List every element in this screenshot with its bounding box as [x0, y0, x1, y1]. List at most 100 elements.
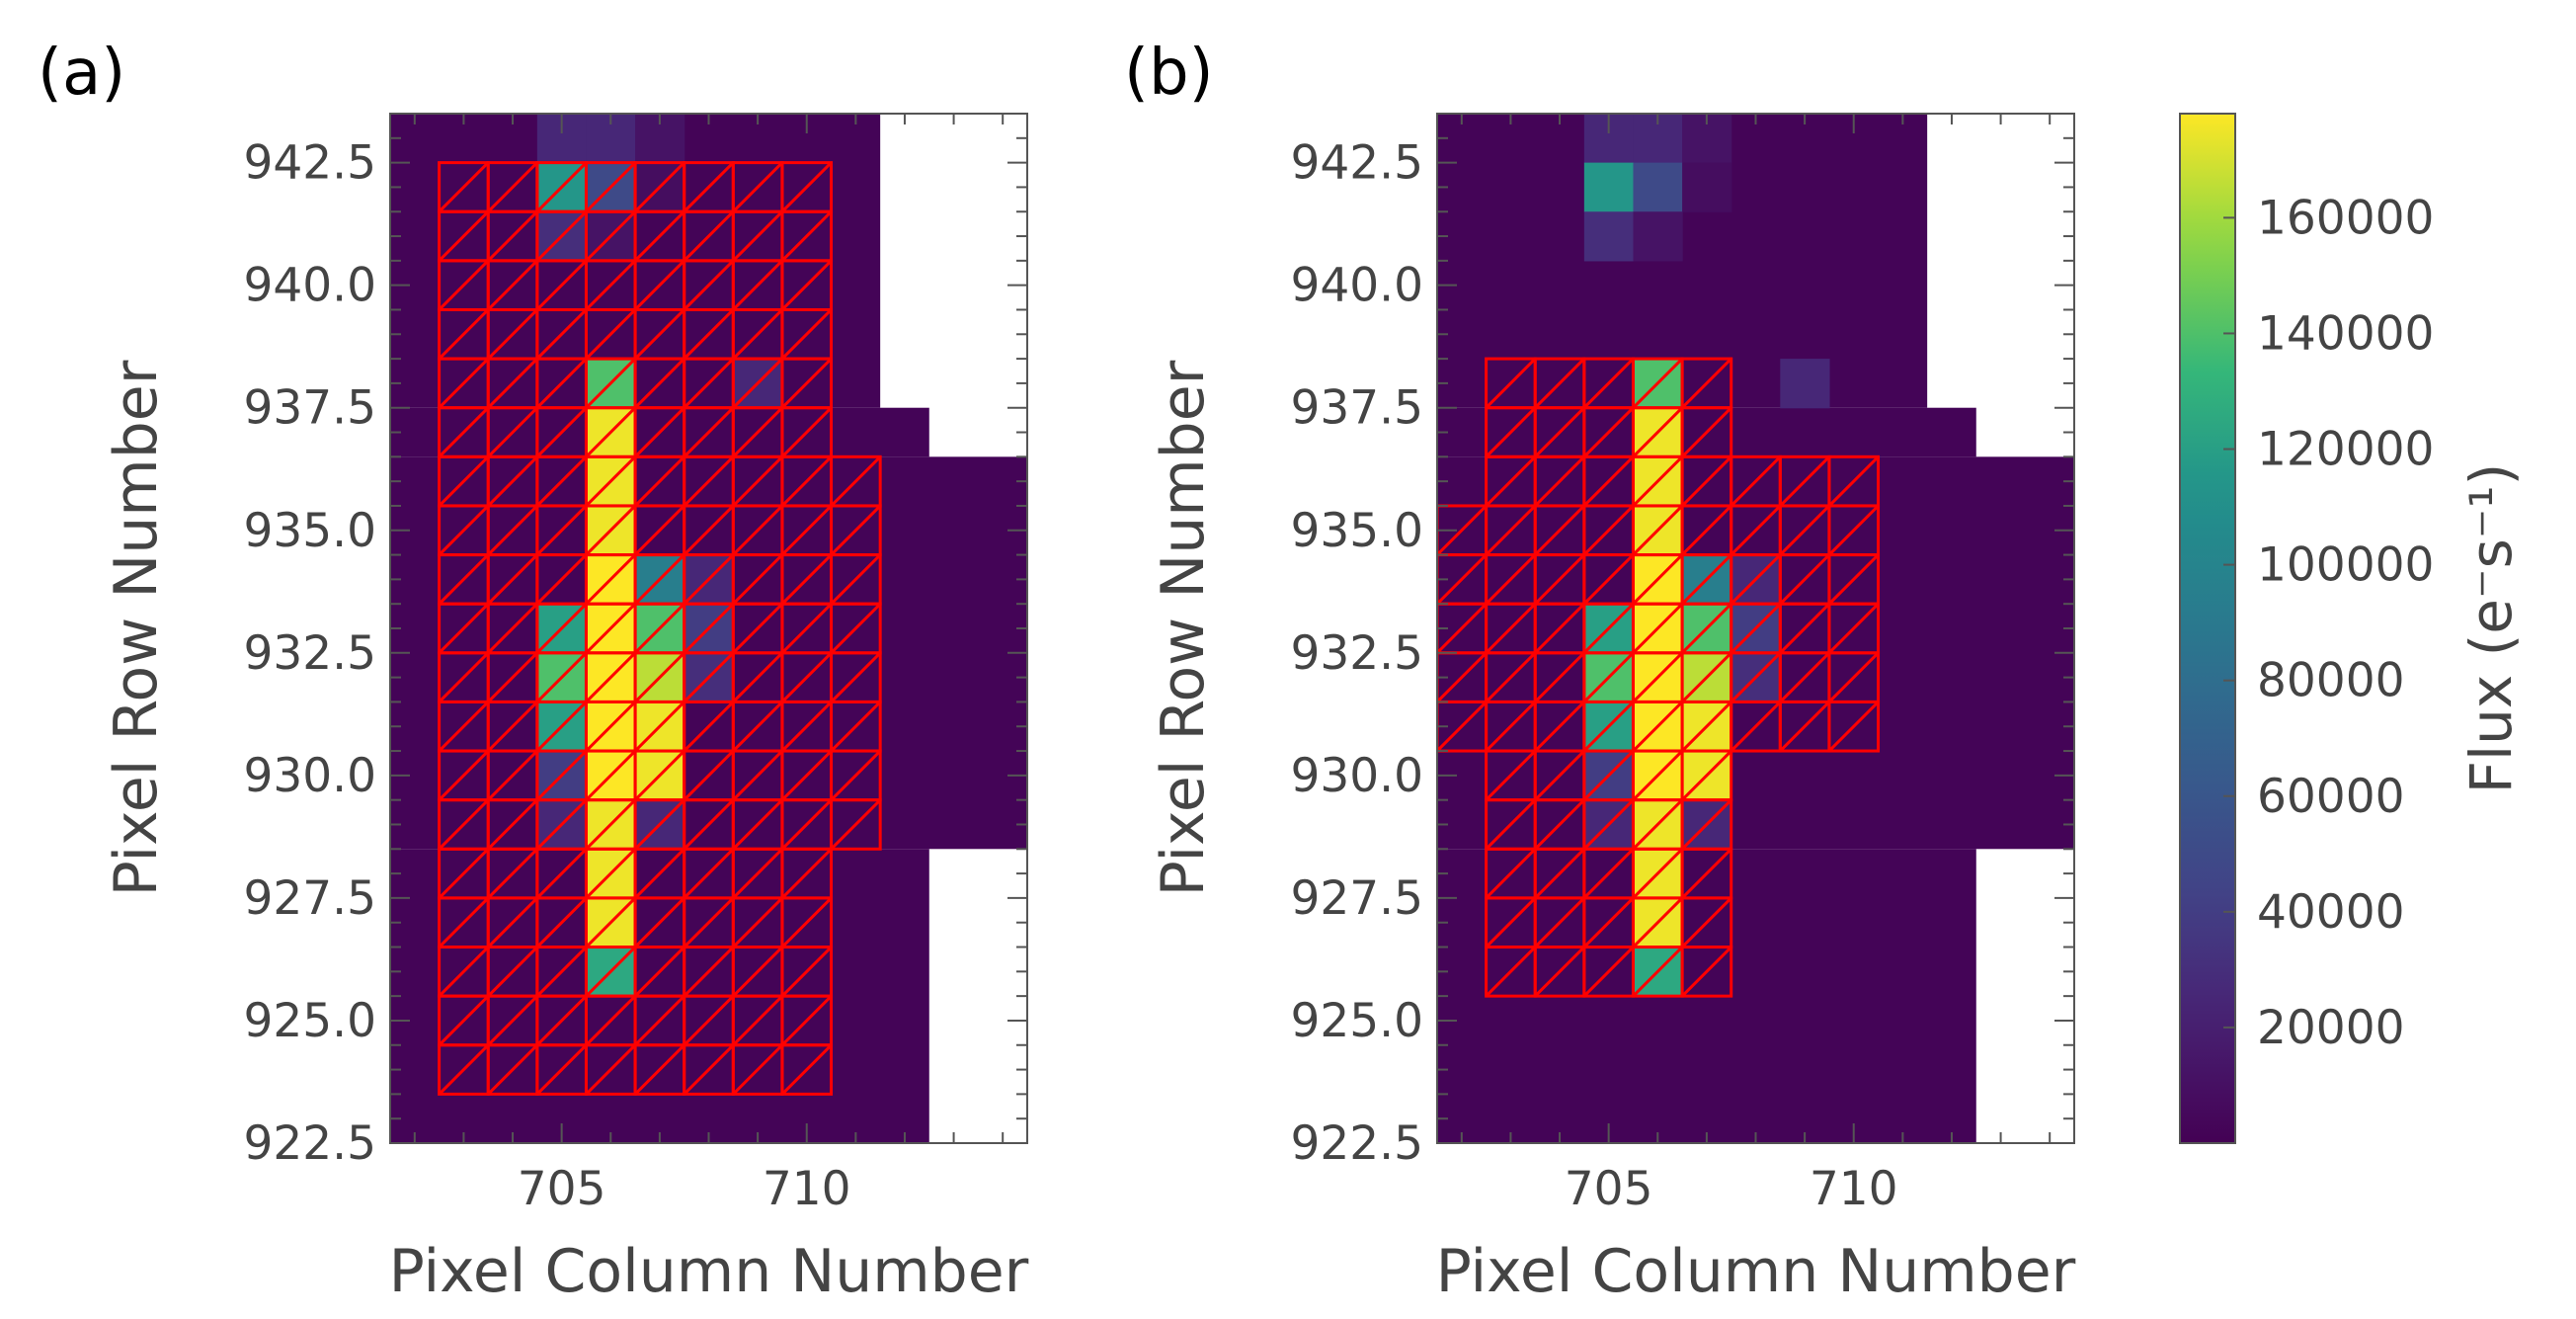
- aperture-hatch: [585, 161, 637, 213]
- aperture-hatch: [535, 896, 588, 948]
- aperture-hatch: [634, 603, 685, 654]
- aperture-hatch: [585, 553, 637, 606]
- aperture-hatch: [438, 946, 490, 998]
- aperture-hatch: [585, 848, 637, 899]
- aperture-hatch: [830, 603, 882, 654]
- x-axis-label: Pixel Column Number: [389, 1237, 1029, 1306]
- aperture-hatch: [1582, 701, 1635, 753]
- aperture-hatch: [1632, 504, 1684, 556]
- aperture-hatch: [585, 358, 637, 409]
- y-tick-label: 937.5: [1290, 381, 1423, 436]
- aperture-hatch: [438, 210, 490, 262]
- aperture-hatch: [780, 749, 833, 801]
- y-tick-label: 942.5: [1290, 136, 1423, 191]
- colorbar-tick-label: 140000: [2257, 306, 2434, 361]
- aperture-hatch: [683, 210, 735, 262]
- aperture-hatch: [634, 308, 685, 361]
- flux-pixel: [1583, 162, 1635, 212]
- aperture-hatch: [585, 455, 637, 508]
- panel-b: 705 710 922.5 925.0 927.5 930.0 932.5 935.0 937.…: [1124, 37, 2076, 1306]
- aperture-hatch: [487, 210, 538, 262]
- aperture-hatch: [1534, 455, 1585, 508]
- aperture-hatch: [1437, 701, 1488, 753]
- y-tick-label: 935.0: [243, 504, 376, 558]
- aperture-hatch: [1632, 701, 1684, 753]
- x-axis-label: Pixel Column Number: [1436, 1237, 2076, 1306]
- aperture-hatch: [1582, 896, 1635, 948]
- aperture-hatch: [1779, 701, 1830, 753]
- aperture-hatch: [535, 161, 588, 213]
- aperture-hatch: [1485, 358, 1537, 409]
- aperture-hatch: [634, 749, 685, 801]
- aperture-hatch: [1730, 455, 1782, 508]
- aperture-hatch: [1582, 848, 1635, 899]
- aperture-hatch: [1681, 749, 1732, 801]
- y-tick-label: 935.0: [1290, 504, 1423, 558]
- colorbar-tick-label: 80000: [2257, 654, 2405, 708]
- aperture-hatch: [780, 553, 833, 606]
- x-tick-label: 705: [1565, 1162, 1653, 1216]
- aperture-hatch: [1534, 406, 1585, 458]
- y-tick-label: 937.5: [243, 381, 376, 436]
- aperture-hatch: [683, 995, 735, 1046]
- aperture-hatch: [1437, 553, 1488, 606]
- aperture-hatch: [487, 1043, 538, 1096]
- aperture-hatch: [585, 259, 637, 311]
- aperture-hatch: [1681, 358, 1732, 409]
- y-tick-label: 940.0: [243, 259, 376, 313]
- aperture-hatch: [1582, 553, 1635, 606]
- colorbar-tick-label: 120000: [2257, 423, 2434, 477]
- aperture-hatch: [438, 603, 490, 654]
- aperture-hatch: [535, 798, 588, 851]
- aperture-hatch: [1485, 603, 1537, 654]
- aperture-hatch: [683, 1043, 735, 1096]
- aperture-pixel: [1437, 700, 1489, 753]
- aperture-hatch: [1582, 749, 1635, 801]
- aperture-hatch: [1681, 946, 1732, 998]
- aperture-hatch: [683, 701, 735, 753]
- aperture-hatch: [634, 455, 685, 508]
- aperture-hatch: [1827, 455, 1880, 508]
- aperture-hatch: [732, 455, 783, 508]
- aperture-hatch: [634, 995, 685, 1046]
- aperture-hatch: [634, 798, 685, 851]
- aperture-hatch: [830, 553, 882, 606]
- aperture-hatch: [732, 603, 783, 654]
- aperture-hatch: [780, 161, 833, 213]
- aperture-hatch: [487, 455, 538, 508]
- plot-area: [390, 114, 1027, 1143]
- aperture-hatch: [732, 946, 783, 998]
- aperture-hatch: [732, 701, 783, 753]
- aperture-hatch: [780, 406, 833, 458]
- aperture-hatch: [780, 308, 833, 361]
- aperture-hatch: [1534, 603, 1585, 654]
- aperture-hatch: [634, 161, 685, 213]
- y-tick-label: 927.5: [1290, 871, 1423, 926]
- aperture-hatch: [487, 603, 538, 654]
- aperture-hatch: [585, 798, 637, 851]
- aperture-hatch: [585, 749, 637, 801]
- aperture-hatch: [1534, 701, 1585, 753]
- aperture-hatch: [1582, 406, 1635, 458]
- aperture-hatch: [1437, 603, 1488, 654]
- aperture-hatch: [438, 161, 490, 213]
- aperture-hatch: [1582, 455, 1635, 508]
- aperture-hatch: [585, 406, 637, 458]
- y-axis-label: Pixel Row Number: [102, 360, 171, 896]
- colorbar-tick-label: 40000: [2257, 885, 2405, 940]
- aperture-hatch: [683, 259, 735, 311]
- aperture-hatch: [634, 651, 685, 703]
- y-tick-label: 930.0: [243, 749, 376, 803]
- aperture-hatch: [1632, 848, 1684, 899]
- flux-pixel: [1633, 162, 1683, 212]
- aperture-pixel: [1437, 504, 1489, 557]
- aperture-hatch: [535, 701, 588, 753]
- aperture-hatch: [1485, 504, 1537, 556]
- aperture-hatch: [830, 455, 882, 508]
- aperture-hatch: [1730, 553, 1782, 606]
- aperture-hatch: [1437, 504, 1488, 556]
- aperture-hatch: [585, 701, 637, 753]
- aperture-hatch: [780, 504, 833, 556]
- aperture-hatch: [438, 896, 490, 948]
